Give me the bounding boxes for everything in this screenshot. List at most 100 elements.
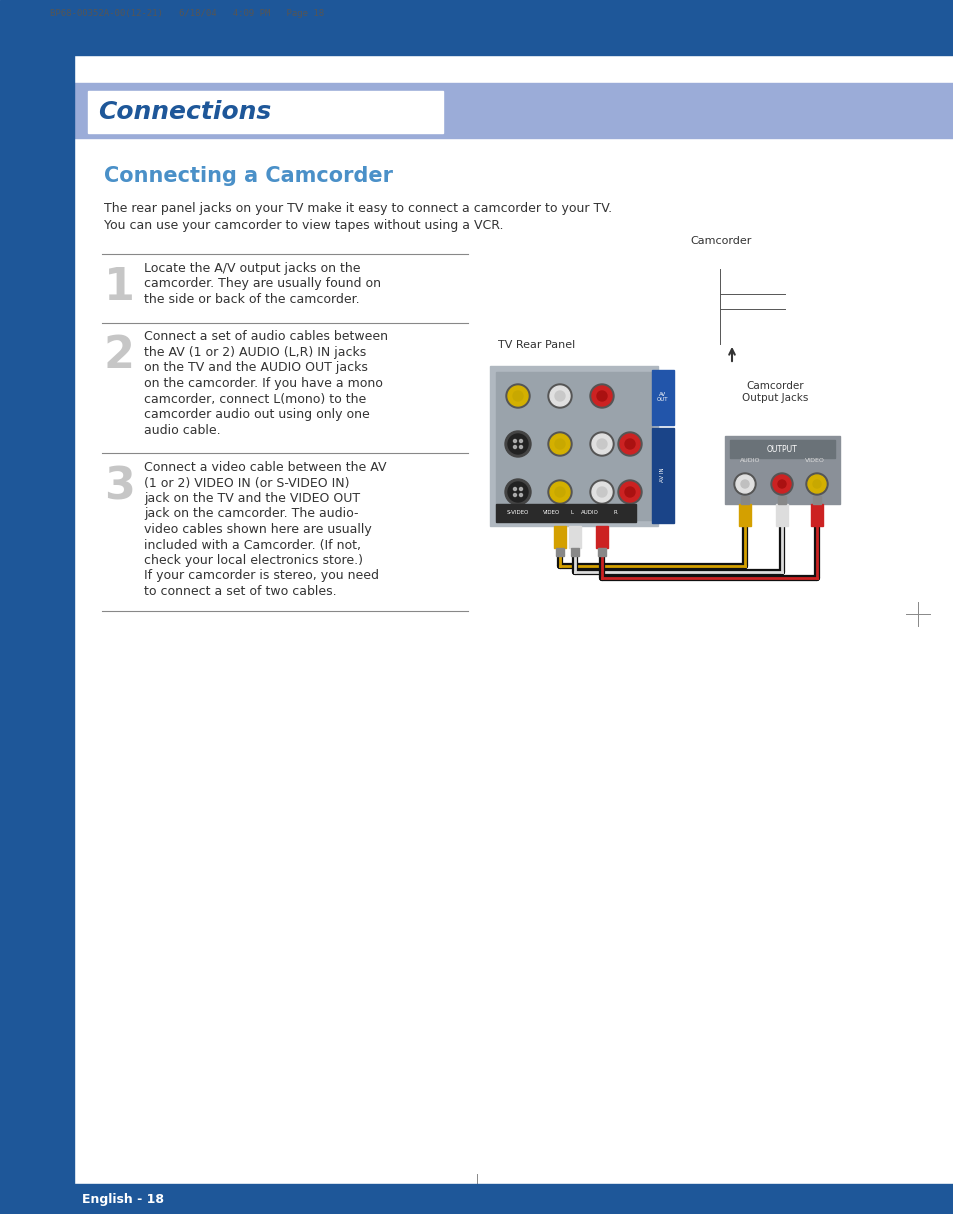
Bar bbox=[0, 55, 74, 1214]
Circle shape bbox=[547, 432, 572, 456]
Circle shape bbox=[513, 391, 522, 401]
Circle shape bbox=[618, 480, 641, 504]
Bar bbox=[739, 504, 750, 526]
Text: camcorder, connect L(mono) to the: camcorder, connect L(mono) to the bbox=[144, 392, 366, 405]
Bar bbox=[724, 436, 840, 504]
Text: 1: 1 bbox=[104, 266, 135, 310]
Text: AUDIO: AUDIO bbox=[739, 458, 760, 463]
Bar bbox=[554, 526, 565, 548]
Text: check your local electronics store.): check your local electronics store.) bbox=[144, 554, 363, 567]
Text: BP68-00352A-00(12-21)   6/18/04   4:09 PM   Page 18: BP68-00352A-00(12-21) 6/18/04 4:09 PM Pa… bbox=[50, 10, 324, 18]
Text: video cables shown here are usually: video cables shown here are usually bbox=[144, 523, 372, 537]
Circle shape bbox=[507, 433, 527, 454]
Bar bbox=[810, 504, 822, 526]
Circle shape bbox=[805, 473, 827, 495]
Text: AUDIO: AUDIO bbox=[580, 510, 598, 515]
Bar bbox=[568, 526, 580, 548]
Circle shape bbox=[547, 384, 572, 408]
Text: TV Rear Panel: TV Rear Panel bbox=[497, 340, 575, 350]
Circle shape bbox=[772, 475, 790, 493]
Text: the side or back of the camcorder.: the side or back of the camcorder. bbox=[144, 293, 359, 306]
Text: Camcorder: Camcorder bbox=[689, 236, 751, 246]
Text: Connect a set of audio cables between: Connect a set of audio cables between bbox=[144, 330, 388, 344]
Text: L: L bbox=[570, 510, 573, 515]
Circle shape bbox=[550, 386, 569, 405]
Circle shape bbox=[505, 384, 530, 408]
Circle shape bbox=[513, 488, 516, 490]
Text: Connecting a Camcorder: Connecting a Camcorder bbox=[104, 166, 393, 186]
Circle shape bbox=[507, 482, 527, 503]
Circle shape bbox=[624, 487, 635, 497]
Text: jack on the TV and the VIDEO OUT: jack on the TV and the VIDEO OUT bbox=[144, 492, 359, 505]
Text: jack on the camcorder. The audio-: jack on the camcorder. The audio- bbox=[144, 507, 358, 521]
Bar bbox=[0, 0, 953, 55]
Circle shape bbox=[513, 494, 516, 497]
Circle shape bbox=[770, 473, 792, 495]
Circle shape bbox=[589, 432, 614, 456]
Text: 3: 3 bbox=[104, 465, 134, 507]
Text: Connect a video cable between the AV: Connect a video cable between the AV bbox=[144, 461, 386, 473]
Text: OUTPUT: OUTPUT bbox=[766, 444, 797, 454]
Text: AV IN: AV IN bbox=[659, 467, 665, 482]
Bar bbox=[596, 526, 607, 548]
Text: Locate the A/V output jacks on the: Locate the A/V output jacks on the bbox=[144, 262, 360, 276]
Bar bbox=[490, 365, 658, 526]
Circle shape bbox=[592, 386, 612, 405]
Circle shape bbox=[619, 482, 639, 503]
Circle shape bbox=[807, 475, 825, 493]
Text: to connect a set of two cables.: to connect a set of two cables. bbox=[144, 585, 336, 599]
Circle shape bbox=[589, 480, 614, 504]
Text: VIDEO: VIDEO bbox=[804, 458, 824, 463]
Circle shape bbox=[519, 488, 522, 490]
Circle shape bbox=[519, 439, 522, 442]
Bar bbox=[812, 497, 821, 504]
Circle shape bbox=[619, 433, 639, 454]
Bar bbox=[740, 497, 748, 504]
Circle shape bbox=[555, 391, 564, 401]
Circle shape bbox=[597, 487, 606, 497]
Bar bbox=[68, 83, 953, 138]
Bar bbox=[754, 274, 782, 324]
Bar bbox=[729, 439, 834, 458]
Circle shape bbox=[589, 384, 614, 408]
Circle shape bbox=[519, 446, 522, 448]
Text: You can use your camcorder to view tapes without using a VCR.: You can use your camcorder to view tapes… bbox=[104, 219, 503, 232]
Circle shape bbox=[519, 494, 522, 497]
Text: VIDEO: VIDEO bbox=[543, 510, 560, 515]
Circle shape bbox=[812, 480, 821, 488]
Circle shape bbox=[592, 433, 612, 454]
Bar bbox=[571, 548, 578, 556]
Text: S-VIDEO: S-VIDEO bbox=[506, 510, 529, 515]
Circle shape bbox=[555, 487, 564, 497]
Text: audio cable.: audio cable. bbox=[144, 424, 220, 437]
Bar bbox=[598, 548, 605, 556]
Circle shape bbox=[733, 473, 755, 495]
Bar bbox=[496, 504, 636, 522]
Circle shape bbox=[513, 439, 516, 442]
Text: the AV (1 or 2) AUDIO (L,R) IN jacks: the AV (1 or 2) AUDIO (L,R) IN jacks bbox=[144, 346, 366, 359]
Bar bbox=[679, 254, 740, 274]
Circle shape bbox=[547, 480, 572, 504]
Text: R: R bbox=[613, 510, 617, 515]
Circle shape bbox=[555, 439, 564, 449]
Bar bbox=[651, 370, 673, 425]
Circle shape bbox=[740, 480, 748, 488]
Bar bbox=[556, 548, 563, 556]
Bar bbox=[651, 429, 673, 523]
Circle shape bbox=[504, 480, 531, 505]
Text: AV
OUT: AV OUT bbox=[657, 392, 668, 402]
Text: (1 or 2) VIDEO IN (or S-VIDEO IN): (1 or 2) VIDEO IN (or S-VIDEO IN) bbox=[144, 477, 349, 489]
Bar bbox=[496, 371, 651, 520]
Text: on the camcorder. If you have a mono: on the camcorder. If you have a mono bbox=[144, 378, 382, 390]
Circle shape bbox=[624, 439, 635, 449]
Circle shape bbox=[618, 432, 641, 456]
Circle shape bbox=[504, 431, 531, 456]
Text: Connections: Connections bbox=[98, 100, 271, 124]
Circle shape bbox=[513, 446, 516, 448]
Text: The rear panel jacks on your TV make it easy to connect a camcorder to your TV.: The rear panel jacks on your TV make it … bbox=[104, 202, 612, 215]
Bar bbox=[778, 497, 785, 504]
Circle shape bbox=[735, 475, 753, 493]
Circle shape bbox=[778, 480, 785, 488]
Bar bbox=[0, 1184, 953, 1214]
Bar bbox=[775, 504, 787, 526]
